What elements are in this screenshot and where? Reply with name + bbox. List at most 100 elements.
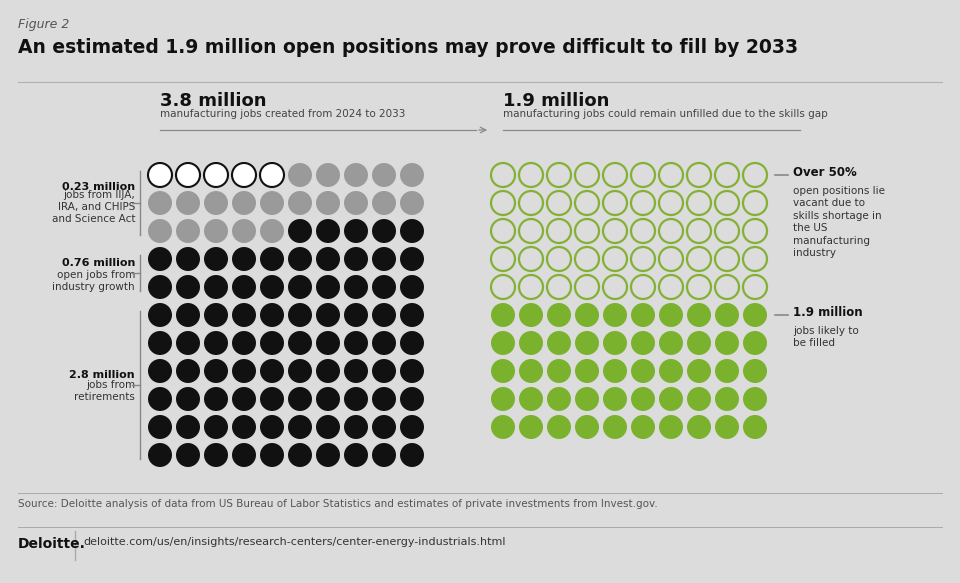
Circle shape: [715, 359, 739, 383]
Circle shape: [148, 415, 172, 439]
Circle shape: [316, 275, 340, 299]
Circle shape: [400, 443, 424, 467]
Circle shape: [372, 247, 396, 271]
Circle shape: [344, 387, 368, 411]
Circle shape: [176, 219, 200, 243]
Circle shape: [372, 275, 396, 299]
Circle shape: [659, 331, 683, 355]
Circle shape: [260, 387, 284, 411]
Circle shape: [316, 219, 340, 243]
Circle shape: [204, 247, 228, 271]
Text: 3.8 million: 3.8 million: [160, 92, 267, 110]
Circle shape: [400, 163, 424, 187]
Circle shape: [372, 331, 396, 355]
Circle shape: [232, 191, 256, 215]
Circle shape: [659, 415, 683, 439]
Circle shape: [547, 415, 571, 439]
Circle shape: [603, 415, 627, 439]
Circle shape: [316, 415, 340, 439]
Circle shape: [176, 359, 200, 383]
Circle shape: [260, 303, 284, 327]
Circle shape: [316, 359, 340, 383]
Circle shape: [372, 415, 396, 439]
Circle shape: [344, 191, 368, 215]
Circle shape: [204, 387, 228, 411]
Circle shape: [288, 359, 312, 383]
Circle shape: [743, 359, 767, 383]
Circle shape: [232, 163, 256, 187]
Circle shape: [204, 303, 228, 327]
Circle shape: [260, 359, 284, 383]
Circle shape: [232, 303, 256, 327]
Circle shape: [260, 247, 284, 271]
Circle shape: [176, 443, 200, 467]
Circle shape: [232, 359, 256, 383]
Circle shape: [148, 331, 172, 355]
Circle shape: [148, 163, 172, 187]
Circle shape: [372, 387, 396, 411]
Circle shape: [743, 387, 767, 411]
Text: Over 50%: Over 50%: [793, 167, 856, 180]
Circle shape: [631, 303, 655, 327]
Circle shape: [372, 191, 396, 215]
Circle shape: [372, 163, 396, 187]
Circle shape: [176, 387, 200, 411]
Circle shape: [400, 247, 424, 271]
Circle shape: [288, 191, 312, 215]
Circle shape: [148, 443, 172, 467]
Circle shape: [603, 303, 627, 327]
Circle shape: [400, 359, 424, 383]
Text: jobs likely to
be filled: jobs likely to be filled: [793, 326, 859, 349]
Circle shape: [232, 219, 256, 243]
Circle shape: [260, 163, 284, 187]
Text: Figure 2: Figure 2: [18, 18, 69, 31]
Circle shape: [204, 275, 228, 299]
Circle shape: [288, 303, 312, 327]
Circle shape: [372, 359, 396, 383]
Circle shape: [575, 359, 599, 383]
Circle shape: [344, 247, 368, 271]
Circle shape: [631, 387, 655, 411]
Circle shape: [288, 387, 312, 411]
Circle shape: [715, 415, 739, 439]
Circle shape: [519, 359, 543, 383]
Circle shape: [687, 387, 711, 411]
Circle shape: [491, 331, 515, 355]
Circle shape: [148, 359, 172, 383]
Text: jobs from
retirements: jobs from retirements: [74, 380, 135, 402]
Circle shape: [372, 443, 396, 467]
Circle shape: [288, 247, 312, 271]
Circle shape: [260, 219, 284, 243]
Circle shape: [659, 387, 683, 411]
Circle shape: [400, 303, 424, 327]
Circle shape: [575, 387, 599, 411]
Circle shape: [316, 303, 340, 327]
Circle shape: [519, 387, 543, 411]
Circle shape: [603, 331, 627, 355]
Circle shape: [204, 443, 228, 467]
Circle shape: [547, 387, 571, 411]
Circle shape: [176, 331, 200, 355]
Circle shape: [204, 415, 228, 439]
Circle shape: [316, 387, 340, 411]
Text: 2.8 million: 2.8 million: [69, 370, 135, 380]
Circle shape: [372, 219, 396, 243]
Circle shape: [575, 331, 599, 355]
Circle shape: [659, 303, 683, 327]
Circle shape: [204, 359, 228, 383]
Circle shape: [148, 303, 172, 327]
Circle shape: [344, 219, 368, 243]
Text: 0.76 million: 0.76 million: [61, 258, 135, 268]
Circle shape: [204, 191, 228, 215]
Circle shape: [344, 415, 368, 439]
Circle shape: [288, 331, 312, 355]
Circle shape: [547, 359, 571, 383]
Circle shape: [659, 359, 683, 383]
Circle shape: [316, 331, 340, 355]
Circle shape: [260, 443, 284, 467]
Circle shape: [232, 247, 256, 271]
Text: manufacturing jobs created from 2024 to 2033: manufacturing jobs created from 2024 to …: [160, 109, 405, 119]
Text: An estimated 1.9 million open positions may prove difficult to fill by 2033: An estimated 1.9 million open positions …: [18, 38, 798, 57]
Circle shape: [232, 443, 256, 467]
Circle shape: [260, 275, 284, 299]
